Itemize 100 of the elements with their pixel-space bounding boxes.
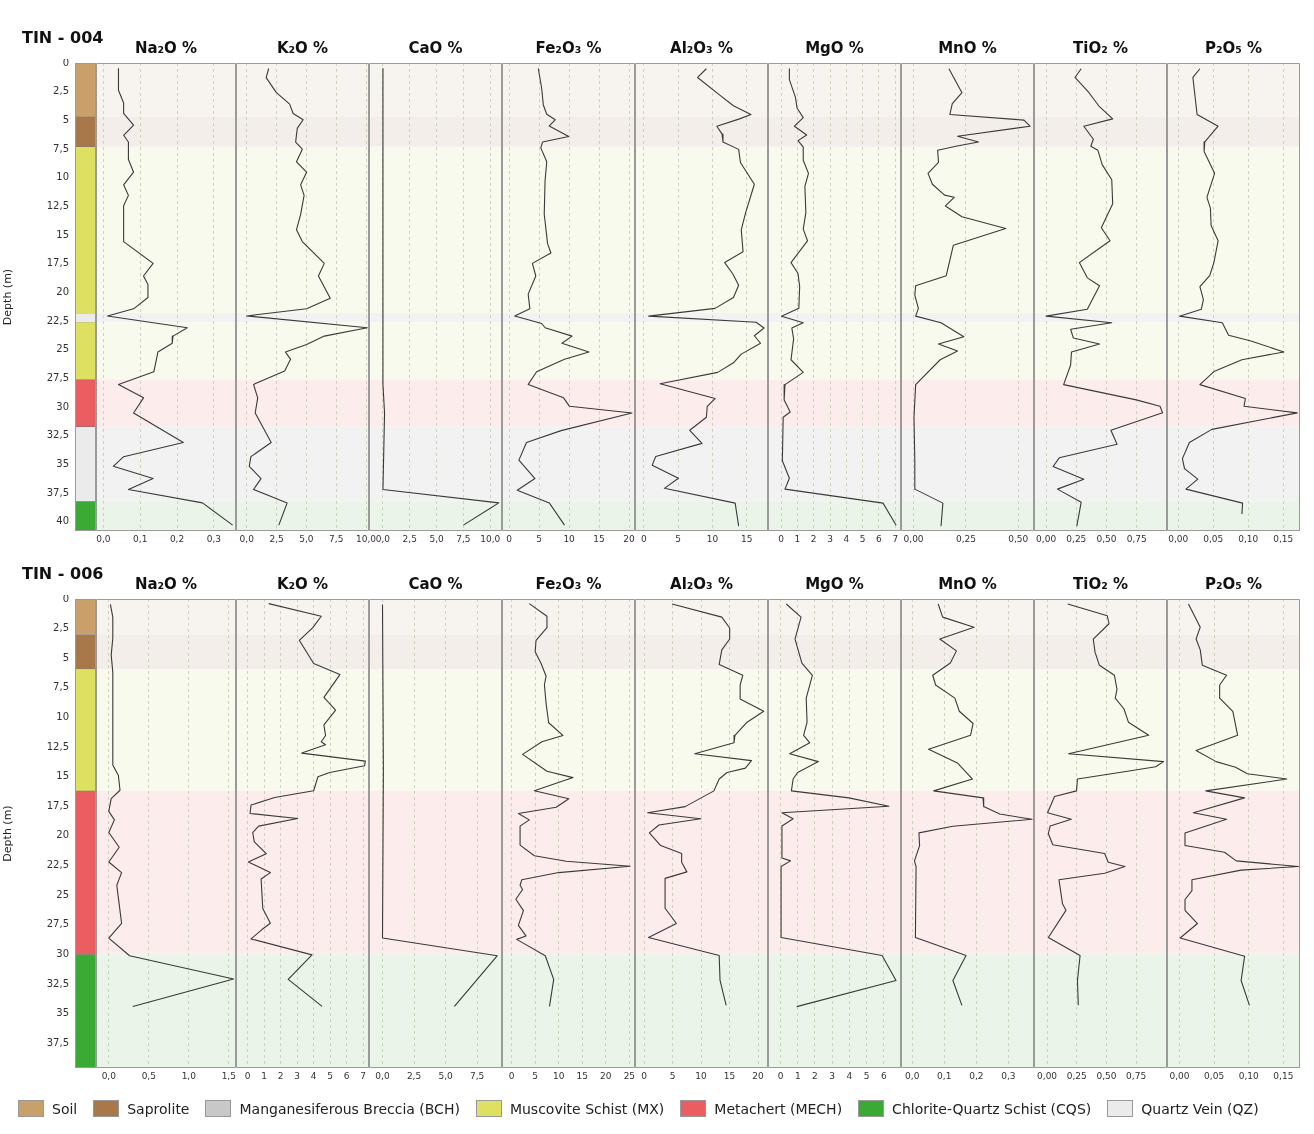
- x-tick-label: 7,5: [329, 533, 344, 544]
- x-tick-label: 7: [892, 533, 899, 544]
- legend-label: Manganesiferous Breccia (BCH): [239, 1100, 460, 1117]
- x-tick-label: 0: [778, 533, 785, 544]
- x-tick-label: 5: [669, 1070, 676, 1081]
- x-tick-label: 0: [244, 1070, 251, 1081]
- x-tick-label: 1: [794, 1070, 801, 1081]
- chart-title: TIN - 006: [22, 564, 104, 583]
- y-tick-label: 12,5: [46, 740, 69, 752]
- y-tick-label: 30: [56, 947, 69, 959]
- chart-title: CaO %: [407, 575, 464, 593]
- x-tick-label: 7,5: [469, 1070, 485, 1081]
- x-tick-label: 0,00: [1169, 1070, 1190, 1081]
- y-tick-label: 12,5: [46, 199, 69, 211]
- x-tick-label: 0,1: [133, 533, 148, 544]
- x-tick-label: 10: [563, 533, 576, 544]
- x-tick-label: 0,0: [375, 533, 391, 544]
- y-axis-title: Depth (m): [1, 268, 15, 326]
- x-tick-label: 10: [695, 1070, 708, 1081]
- y-tick-label: 27,5: [46, 918, 69, 930]
- y-tick-label: 0: [62, 56, 69, 68]
- legend-label: Saprolite: [127, 1100, 190, 1117]
- y-tick-label: 5: [62, 651, 69, 663]
- x-tick-label: 5,0: [299, 533, 314, 544]
- x-tick-label: 0,00: [903, 533, 924, 544]
- x-tick-label: 0,00: [1168, 533, 1189, 544]
- x-tick-label: 20: [752, 1070, 765, 1081]
- x-tick-label: 2: [812, 1070, 818, 1081]
- x-tick-label: 5: [532, 1070, 539, 1081]
- chart-title: Na₂O %: [134, 575, 198, 593]
- y-tick-label: 25: [56, 888, 69, 900]
- x-tick-label: 6: [343, 1070, 350, 1081]
- x-tick-label: 4: [846, 1070, 853, 1081]
- x-tick-label: 0,00: [1037, 1070, 1058, 1081]
- y-tick-label: 2,5: [53, 85, 69, 97]
- x-tick-label: 0,25: [955, 533, 976, 544]
- x-tick-label: 0,3: [1001, 1070, 1016, 1081]
- x-tick-label: 2,5: [269, 533, 284, 544]
- x-tick-label: 0,05: [1203, 533, 1224, 544]
- x-tick-label: 0: [506, 533, 513, 544]
- y-tick-label: 37,5: [46, 1036, 69, 1048]
- x-tick-label: 0,25: [1066, 1070, 1087, 1081]
- x-tick-label: 0,25: [1066, 533, 1087, 544]
- x-tick-label: 20: [600, 1070, 612, 1081]
- x-tick-label: 0,05: [1204, 1070, 1225, 1081]
- y-tick-label: 2,5: [53, 622, 69, 634]
- y-tick-label: 20: [56, 829, 69, 841]
- x-tick-label: 0,0: [96, 533, 111, 544]
- x-tick-label: 0,75: [1126, 533, 1147, 544]
- x-tick-label: 1,5: [221, 1070, 236, 1081]
- x-tick-label: 10: [706, 533, 719, 544]
- chart-title: P₂O₅ %: [1203, 39, 1264, 57]
- x-tick-label: 0,2: [969, 1070, 984, 1081]
- x-tick-label: 5,0: [429, 533, 444, 544]
- x-tick-label: 15: [576, 1070, 588, 1081]
- chart-title: MgO %: [804, 575, 865, 593]
- x-tick-label: 0,0: [239, 533, 255, 544]
- x-tick-label: 5: [859, 533, 866, 544]
- y-tick-label: 37,5: [46, 486, 69, 498]
- y-tick-label: 32,5: [46, 977, 69, 989]
- chart-title: Al₂O₃ %: [669, 575, 734, 593]
- chart-title: TiO₂ %: [1072, 575, 1129, 593]
- chart-title: Al₂O₃ %: [669, 39, 734, 57]
- x-tick-label: 0,3: [206, 533, 222, 544]
- x-tick-label: 3: [827, 533, 833, 544]
- y-tick-label: 7,5: [53, 681, 69, 693]
- y-tick-label: 15: [56, 228, 69, 240]
- x-tick-label: 0,2: [169, 533, 185, 544]
- x-tick-label: 2,5: [402, 533, 417, 544]
- x-tick-label: 6: [876, 533, 883, 544]
- chart-title: MnO %: [937, 39, 998, 57]
- x-tick-label: 0,10: [1238, 533, 1259, 544]
- chart-title: Fe₂O₃ %: [534, 575, 603, 593]
- chart-title: TIN - 004: [22, 28, 104, 47]
- chart-title: K₂O %: [275, 39, 330, 57]
- legend-label: Quartz Vein (QZ): [1141, 1100, 1259, 1117]
- x-tick-label: 0,15: [1273, 533, 1294, 544]
- x-tick-label: 25: [623, 1070, 636, 1081]
- x-tick-label: 2,5: [406, 1070, 422, 1081]
- y-tick-label: 22,5: [46, 314, 69, 326]
- x-tick-label: 10: [553, 1070, 565, 1081]
- x-tick-label: 7: [360, 1070, 367, 1081]
- x-tick-label: 0,00: [1036, 533, 1057, 544]
- y-tick-label: 17,5: [46, 257, 69, 269]
- x-tick-label: 10,0: [355, 533, 377, 544]
- x-tick-label: 1: [794, 533, 801, 544]
- y-tick-label: 25: [56, 343, 69, 355]
- y-axis-title: Depth (m): [1, 805, 15, 862]
- y-tick-label: 17,5: [46, 799, 69, 811]
- x-tick-label: 15: [741, 533, 753, 544]
- x-tick-label: 5,0: [438, 1070, 454, 1081]
- y-tick-label: 22,5: [46, 859, 69, 871]
- chart-title: Na₂O %: [134, 39, 198, 57]
- y-tick-label: 40: [56, 515, 69, 527]
- x-tick-label: 2: [277, 1070, 284, 1081]
- chart-title: MnO %: [937, 575, 998, 593]
- x-tick-label: 4: [843, 533, 850, 544]
- x-tick-label: 0: [641, 1070, 648, 1081]
- legend-label: Chlorite-Quartz Schist (CQS): [892, 1100, 1092, 1117]
- x-tick-label: 0: [641, 533, 648, 544]
